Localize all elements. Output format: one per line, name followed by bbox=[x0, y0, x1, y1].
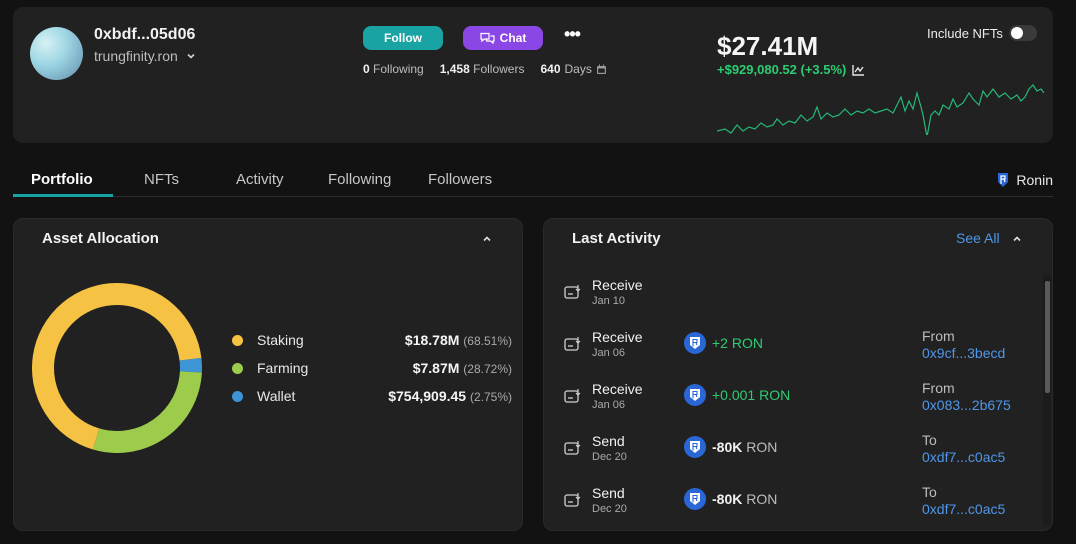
collapse-chevron-icon[interactable] bbox=[1012, 234, 1022, 244]
chevron-down-icon bbox=[187, 53, 195, 59]
activity-date: Jan 10 bbox=[592, 295, 626, 307]
ronin-icon bbox=[998, 173, 1009, 187]
chat-label: Chat bbox=[499, 31, 527, 45]
allocation-donut-chart bbox=[32, 283, 202, 453]
follow-button[interactable]: Follow bbox=[363, 26, 443, 50]
activity-date: Jan 06 bbox=[592, 347, 626, 359]
last-activity-title: Last Activity bbox=[572, 230, 661, 247]
see-all-link[interactable]: See All bbox=[956, 230, 1000, 246]
activity-row[interactable]: Receive Jan 06 +0.001 RON From 0x083...2b675 bbox=[544, 375, 1044, 427]
wallet-address[interactable]: 0xbdf...05d06 bbox=[94, 26, 196, 43]
activity-row[interactable]: Receive Jan 06 +2 RON From 0x9cf...3becd bbox=[544, 323, 1044, 375]
social-stats: 0 Following 1,458 Followers 640 Days bbox=[363, 62, 607, 76]
active-tab-indicator bbox=[13, 194, 113, 197]
asset-allocation-title: Asset Allocation bbox=[42, 230, 159, 247]
counterparty-address-link[interactable]: 0x9cf...3becd bbox=[922, 345, 1006, 361]
chain-selector[interactable]: Ronin bbox=[996, 172, 1053, 188]
more-options-button[interactable]: ••• bbox=[564, 24, 581, 44]
legend-item-farming: Farming $7.87M (28.72%) bbox=[232, 359, 512, 387]
scroll-thumb[interactable] bbox=[1045, 281, 1050, 393]
ens-name: trungfinity.ron bbox=[94, 48, 178, 64]
activity-type: Send bbox=[592, 433, 625, 449]
tab-activity[interactable]: Activity bbox=[236, 171, 284, 188]
ron-token-icon bbox=[684, 332, 706, 354]
chat-icon bbox=[480, 32, 495, 44]
days-stat: 640 Days bbox=[540, 62, 606, 76]
followers-stat[interactable]: 1,458 Followers bbox=[439, 62, 525, 76]
tab-followers[interactable]: Followers bbox=[428, 171, 493, 188]
send-tx-icon bbox=[564, 493, 581, 507]
activity-date: Dec 20 bbox=[592, 503, 627, 515]
activity-type: Receive bbox=[592, 329, 643, 345]
chart-icon[interactable] bbox=[852, 64, 865, 76]
legend-dot bbox=[232, 363, 243, 374]
toggle-switch[interactable] bbox=[1008, 25, 1037, 41]
ron-token-icon bbox=[684, 436, 706, 458]
donut-slice-farming[interactable] bbox=[92, 370, 202, 453]
chat-button[interactable]: Chat bbox=[463, 26, 543, 50]
counterparty-label: From bbox=[922, 380, 955, 396]
chain-label: Ronin bbox=[1016, 172, 1053, 188]
following-stat[interactable]: 0 Following bbox=[363, 62, 424, 76]
activity-amount: +0.001 RON bbox=[712, 387, 791, 403]
activity-row[interactable]: Send Dec 20 -80K RON To 0xdf7...c0ac5 bbox=[544, 427, 1044, 479]
receive-tx-icon bbox=[564, 337, 581, 351]
legend-item-staking: Staking $18.78M (68.51%) bbox=[232, 331, 512, 359]
activity-amount: -80K RON bbox=[712, 439, 778, 455]
legend-dot bbox=[232, 335, 243, 346]
receive-tx-icon bbox=[564, 285, 581, 299]
activity-type: Receive bbox=[592, 381, 643, 397]
activity-amount: -80K RON bbox=[712, 491, 778, 507]
allocation-legend: Staking $18.78M (68.51%) Farming $7.87M … bbox=[232, 331, 512, 415]
send-tx-icon bbox=[564, 441, 581, 455]
legend-item-wallet: Wallet $754,909.45 (2.75%) bbox=[232, 387, 512, 415]
calendar-icon bbox=[596, 64, 606, 74]
include-nfts-label: Include NFTs bbox=[927, 25, 1003, 41]
activity-type: Receive bbox=[592, 277, 643, 293]
asset-allocation-panel: Asset Allocation Staking $18.78M (68.51%… bbox=[13, 218, 523, 531]
donut-slice-staking[interactable] bbox=[32, 283, 202, 450]
ron-token-icon bbox=[684, 384, 706, 406]
profile-tabs: Portfolio NFTs Activity Following Follow… bbox=[13, 164, 1053, 197]
net-worth: $27.41M bbox=[717, 31, 819, 61]
avatar[interactable] bbox=[30, 27, 83, 80]
activity-amount: +2 RON bbox=[712, 335, 763, 351]
include-nfts-toggle[interactable]: Include NFTs bbox=[927, 25, 1037, 41]
counterparty-address-link[interactable]: 0x083...2b675 bbox=[922, 397, 1011, 413]
counterparty-label: To bbox=[922, 484, 937, 500]
counterparty-address-link[interactable]: 0xdf7...c0ac5 bbox=[922, 449, 1006, 465]
net-worth-change: +$929,080.52 (+3.5%) bbox=[717, 62, 865, 77]
ens-name-dropdown[interactable]: trungfinity.ron bbox=[94, 48, 196, 64]
receive-tx-icon bbox=[564, 389, 581, 403]
ron-token-icon bbox=[684, 488, 706, 510]
counterparty-address-link[interactable]: 0xdf7...c0ac5 bbox=[922, 501, 1006, 517]
activity-row[interactable]: Receive Jan 10 bbox=[544, 271, 1044, 323]
counterparty-label: From bbox=[922, 328, 955, 344]
activity-list: Receive Jan 10 Receive Jan 06 +2 RON From 0x9c… bbox=[544, 271, 1044, 530]
activity-scrollbar[interactable] bbox=[1043, 275, 1051, 525]
collapse-chevron-icon[interactable] bbox=[482, 234, 492, 244]
donut-slice-wallet[interactable] bbox=[179, 357, 202, 373]
tab-portfolio[interactable]: Portfolio bbox=[31, 171, 93, 188]
activity-date: Dec 20 bbox=[592, 451, 627, 463]
activity-type: Send bbox=[592, 485, 625, 501]
legend-dot bbox=[232, 391, 243, 402]
activity-row[interactable]: Send Dec 20 -80K RON To 0xdf7...c0ac5 bbox=[544, 479, 1044, 530]
counterparty-label: To bbox=[922, 432, 937, 448]
profile-card: 0xbdf...05d06 trungfinity.ron Follow Cha… bbox=[13, 7, 1053, 143]
net-worth-sparkline bbox=[717, 84, 1044, 135]
tab-following[interactable]: Following bbox=[328, 171, 392, 188]
last-activity-panel: Last Activity See All Receive Jan 10 Recei… bbox=[543, 218, 1053, 531]
tab-nfts[interactable]: NFTs bbox=[144, 171, 179, 188]
activity-date: Jan 06 bbox=[592, 399, 626, 411]
